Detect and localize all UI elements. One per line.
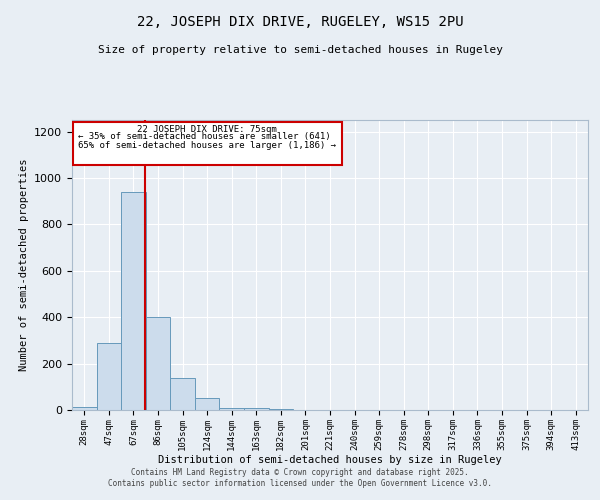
- Bar: [72, 406, 97, 410]
- Bar: [195, 398, 220, 410]
- Bar: [269, 409, 293, 410]
- Text: Size of property relative to semi-detached houses in Rugeley: Size of property relative to semi-detach…: [97, 45, 503, 55]
- Y-axis label: Number of semi-detached properties: Number of semi-detached properties: [19, 159, 29, 371]
- Text: 22, JOSEPH DIX DRIVE, RUGELEY, WS15 2PU: 22, JOSEPH DIX DRIVE, RUGELEY, WS15 2PU: [137, 15, 463, 29]
- X-axis label: Distribution of semi-detached houses by size in Rugeley: Distribution of semi-detached houses by …: [158, 456, 502, 466]
- Text: 65% of semi-detached houses are larger (1,186) →: 65% of semi-detached houses are larger (…: [78, 141, 336, 150]
- Bar: [170, 378, 195, 410]
- Text: 22 JOSEPH DIX DRIVE: 75sqm: 22 JOSEPH DIX DRIVE: 75sqm: [137, 124, 277, 134]
- Bar: [244, 408, 269, 410]
- Text: ← 35% of semi-detached houses are smaller (641): ← 35% of semi-detached houses are smalle…: [78, 132, 331, 141]
- FancyBboxPatch shape: [73, 122, 341, 165]
- Text: Contains HM Land Registry data © Crown copyright and database right 2025.
Contai: Contains HM Land Registry data © Crown c…: [108, 468, 492, 487]
- Bar: [146, 317, 170, 410]
- Bar: [121, 192, 146, 410]
- Bar: [97, 342, 121, 410]
- Bar: [220, 408, 244, 410]
